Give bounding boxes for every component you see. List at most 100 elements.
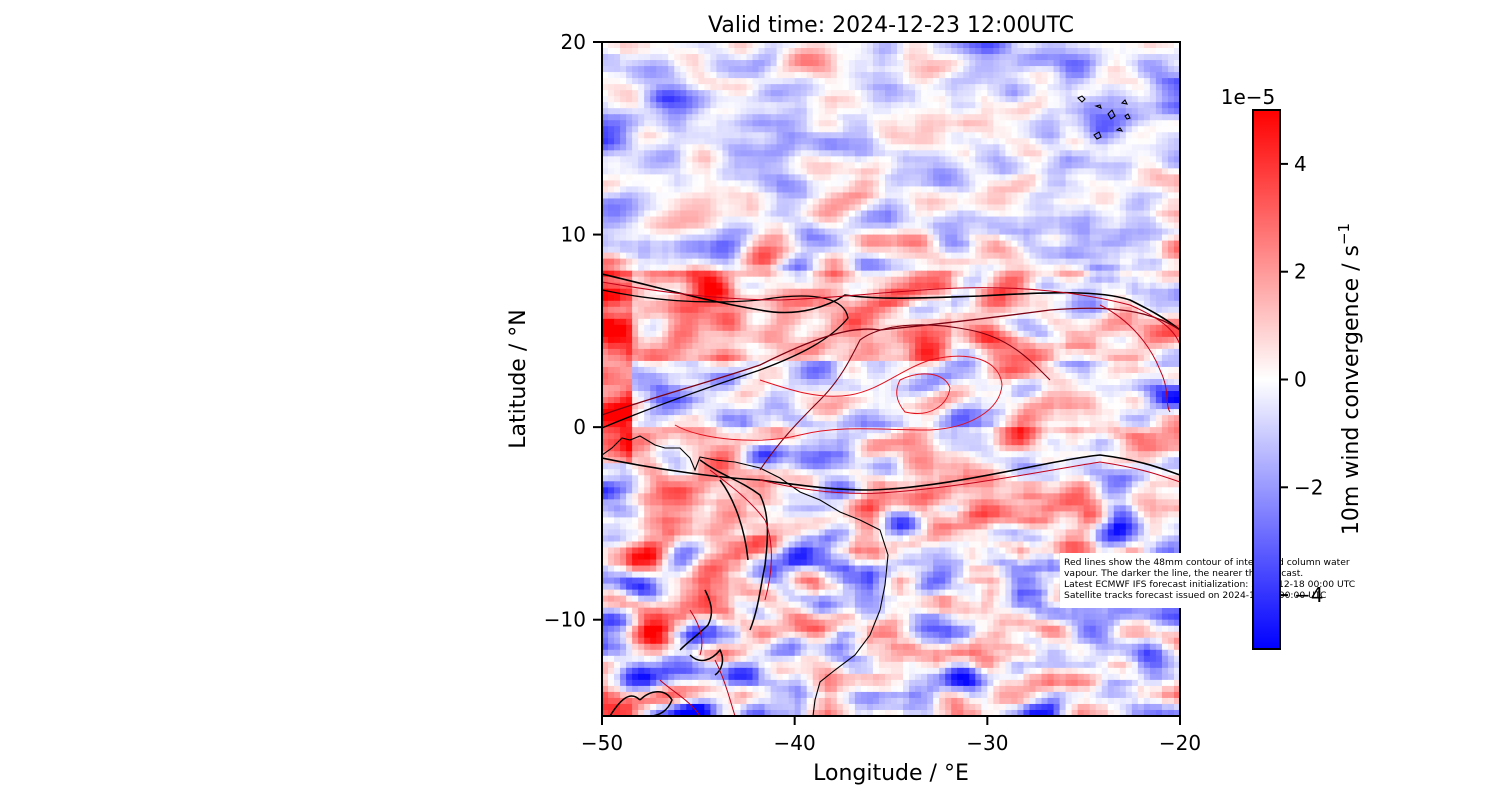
field-cell [800, 228, 808, 236]
field-cell [891, 150, 898, 157]
field-cell [1023, 150, 1031, 157]
field-cell [812, 210, 820, 218]
field-cell [1005, 156, 1013, 163]
field-cell [909, 84, 916, 91]
field-cell [1029, 54, 1037, 61]
field-cell [903, 72, 910, 79]
field-cell [1173, 132, 1180, 139]
field-cell [939, 114, 946, 121]
field-cell [927, 240, 934, 248]
field-cell [860, 168, 868, 175]
field-cell [626, 270, 633, 278]
field-cell [614, 78, 621, 85]
field-cell [740, 132, 748, 139]
field-cell [981, 246, 988, 254]
field-cell [969, 144, 976, 151]
field-cell [722, 258, 730, 266]
field-cell [878, 330, 886, 338]
field-cell [632, 228, 639, 236]
field-cell [824, 150, 832, 157]
field-cell [1107, 228, 1115, 236]
field-cell [1029, 318, 1037, 326]
field-cell [927, 54, 934, 61]
field-cell [860, 96, 868, 103]
field-cell [842, 126, 850, 133]
field-cell [602, 138, 609, 145]
field-cell [860, 204, 868, 212]
field-cell [915, 66, 922, 73]
field-cell [1155, 270, 1163, 278]
field-cell [981, 300, 988, 308]
field-cell [602, 84, 609, 91]
field-cell [716, 54, 724, 61]
field-cell [1149, 54, 1157, 61]
field-cell [800, 276, 808, 284]
field-cell [1023, 156, 1031, 163]
field-cell [999, 90, 1006, 97]
field-cell [993, 114, 1000, 121]
field-cell [800, 270, 808, 278]
field-cell [602, 48, 609, 55]
field-cell [710, 144, 717, 151]
field-cell [1053, 48, 1061, 55]
field-cell [860, 102, 868, 109]
field-cell [608, 150, 615, 157]
field-cell [614, 246, 621, 254]
field-cell [1095, 54, 1103, 61]
field-cell [734, 300, 742, 308]
field-cell [927, 144, 934, 151]
field-cell [903, 330, 910, 338]
field-cell [668, 84, 675, 91]
field-cell [1161, 84, 1169, 91]
field-cell [614, 354, 621, 362]
field-cell [632, 306, 639, 314]
field-cell [824, 66, 832, 73]
field-cell [866, 174, 874, 182]
field-cell [933, 144, 940, 151]
field-cell [1125, 180, 1133, 188]
field-cell [1035, 240, 1043, 248]
field-cell [650, 48, 657, 55]
field-cell [939, 276, 946, 284]
field-cell [993, 300, 1000, 308]
field-cell [1071, 132, 1079, 139]
field-cell [602, 216, 609, 224]
field-cell [909, 324, 916, 332]
field-cell [698, 270, 705, 278]
field-cell [1053, 180, 1061, 188]
field-cell [602, 174, 609, 182]
field-cell [680, 318, 687, 326]
field-cell [824, 318, 832, 326]
field-cell [866, 138, 874, 145]
field-cell [1017, 288, 1025, 296]
field-cell [878, 234, 886, 242]
field-cell [806, 144, 814, 151]
field-cell [716, 186, 724, 194]
field-cell [752, 132, 760, 139]
field-cell [746, 66, 754, 73]
field-cell [764, 102, 772, 109]
field-cell [770, 270, 778, 278]
field-cell [1131, 258, 1139, 266]
field-cell [884, 342, 892, 350]
field-cell [884, 258, 892, 266]
field-cell [764, 240, 772, 248]
field-cell [728, 48, 736, 55]
field-cell [969, 252, 976, 260]
field-cell [999, 84, 1006, 91]
field-cell [1125, 102, 1133, 109]
field-cell [764, 252, 772, 260]
field-cell [921, 168, 928, 175]
field-cell [1005, 330, 1013, 338]
field-cell [614, 156, 621, 163]
field-cell [1005, 186, 1013, 194]
field-cell [860, 312, 868, 320]
field-cell [1023, 186, 1031, 194]
field-cell [674, 48, 681, 55]
field-cell [830, 204, 838, 212]
field-cell [903, 54, 910, 61]
field-cell [752, 252, 760, 260]
field-cell [812, 138, 820, 145]
field-cell [698, 330, 705, 338]
field-cell [915, 252, 922, 260]
